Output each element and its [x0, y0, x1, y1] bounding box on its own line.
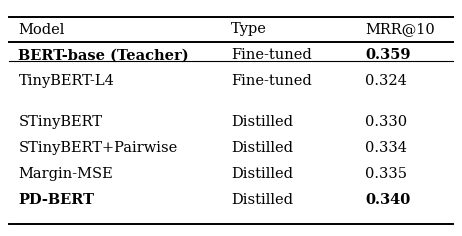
- Text: Distilled: Distilled: [231, 115, 293, 129]
- Text: 0.334: 0.334: [365, 141, 407, 155]
- Text: TinyBERT-L4: TinyBERT-L4: [18, 74, 115, 88]
- Text: 0.335: 0.335: [365, 167, 407, 181]
- Text: 0.359: 0.359: [365, 48, 410, 63]
- Text: 0.340: 0.340: [365, 193, 410, 206]
- Text: Distilled: Distilled: [231, 141, 293, 155]
- Text: Fine-tuned: Fine-tuned: [231, 74, 312, 88]
- Text: 0.324: 0.324: [365, 74, 407, 88]
- Text: Fine-tuned: Fine-tuned: [231, 48, 312, 63]
- Text: BERT-base (Teacher): BERT-base (Teacher): [18, 48, 189, 63]
- Text: Distilled: Distilled: [231, 193, 293, 206]
- Text: STinyBERT+Pairwise: STinyBERT+Pairwise: [18, 141, 178, 155]
- Text: 0.330: 0.330: [365, 115, 407, 129]
- Text: MRR@10: MRR@10: [365, 22, 435, 37]
- Text: Model: Model: [18, 22, 65, 37]
- Text: STinyBERT: STinyBERT: [18, 115, 103, 129]
- Text: PD-BERT: PD-BERT: [18, 193, 95, 206]
- Text: Type: Type: [231, 22, 267, 37]
- Text: Margin-MSE: Margin-MSE: [18, 167, 113, 181]
- Text: Distilled: Distilled: [231, 167, 293, 181]
